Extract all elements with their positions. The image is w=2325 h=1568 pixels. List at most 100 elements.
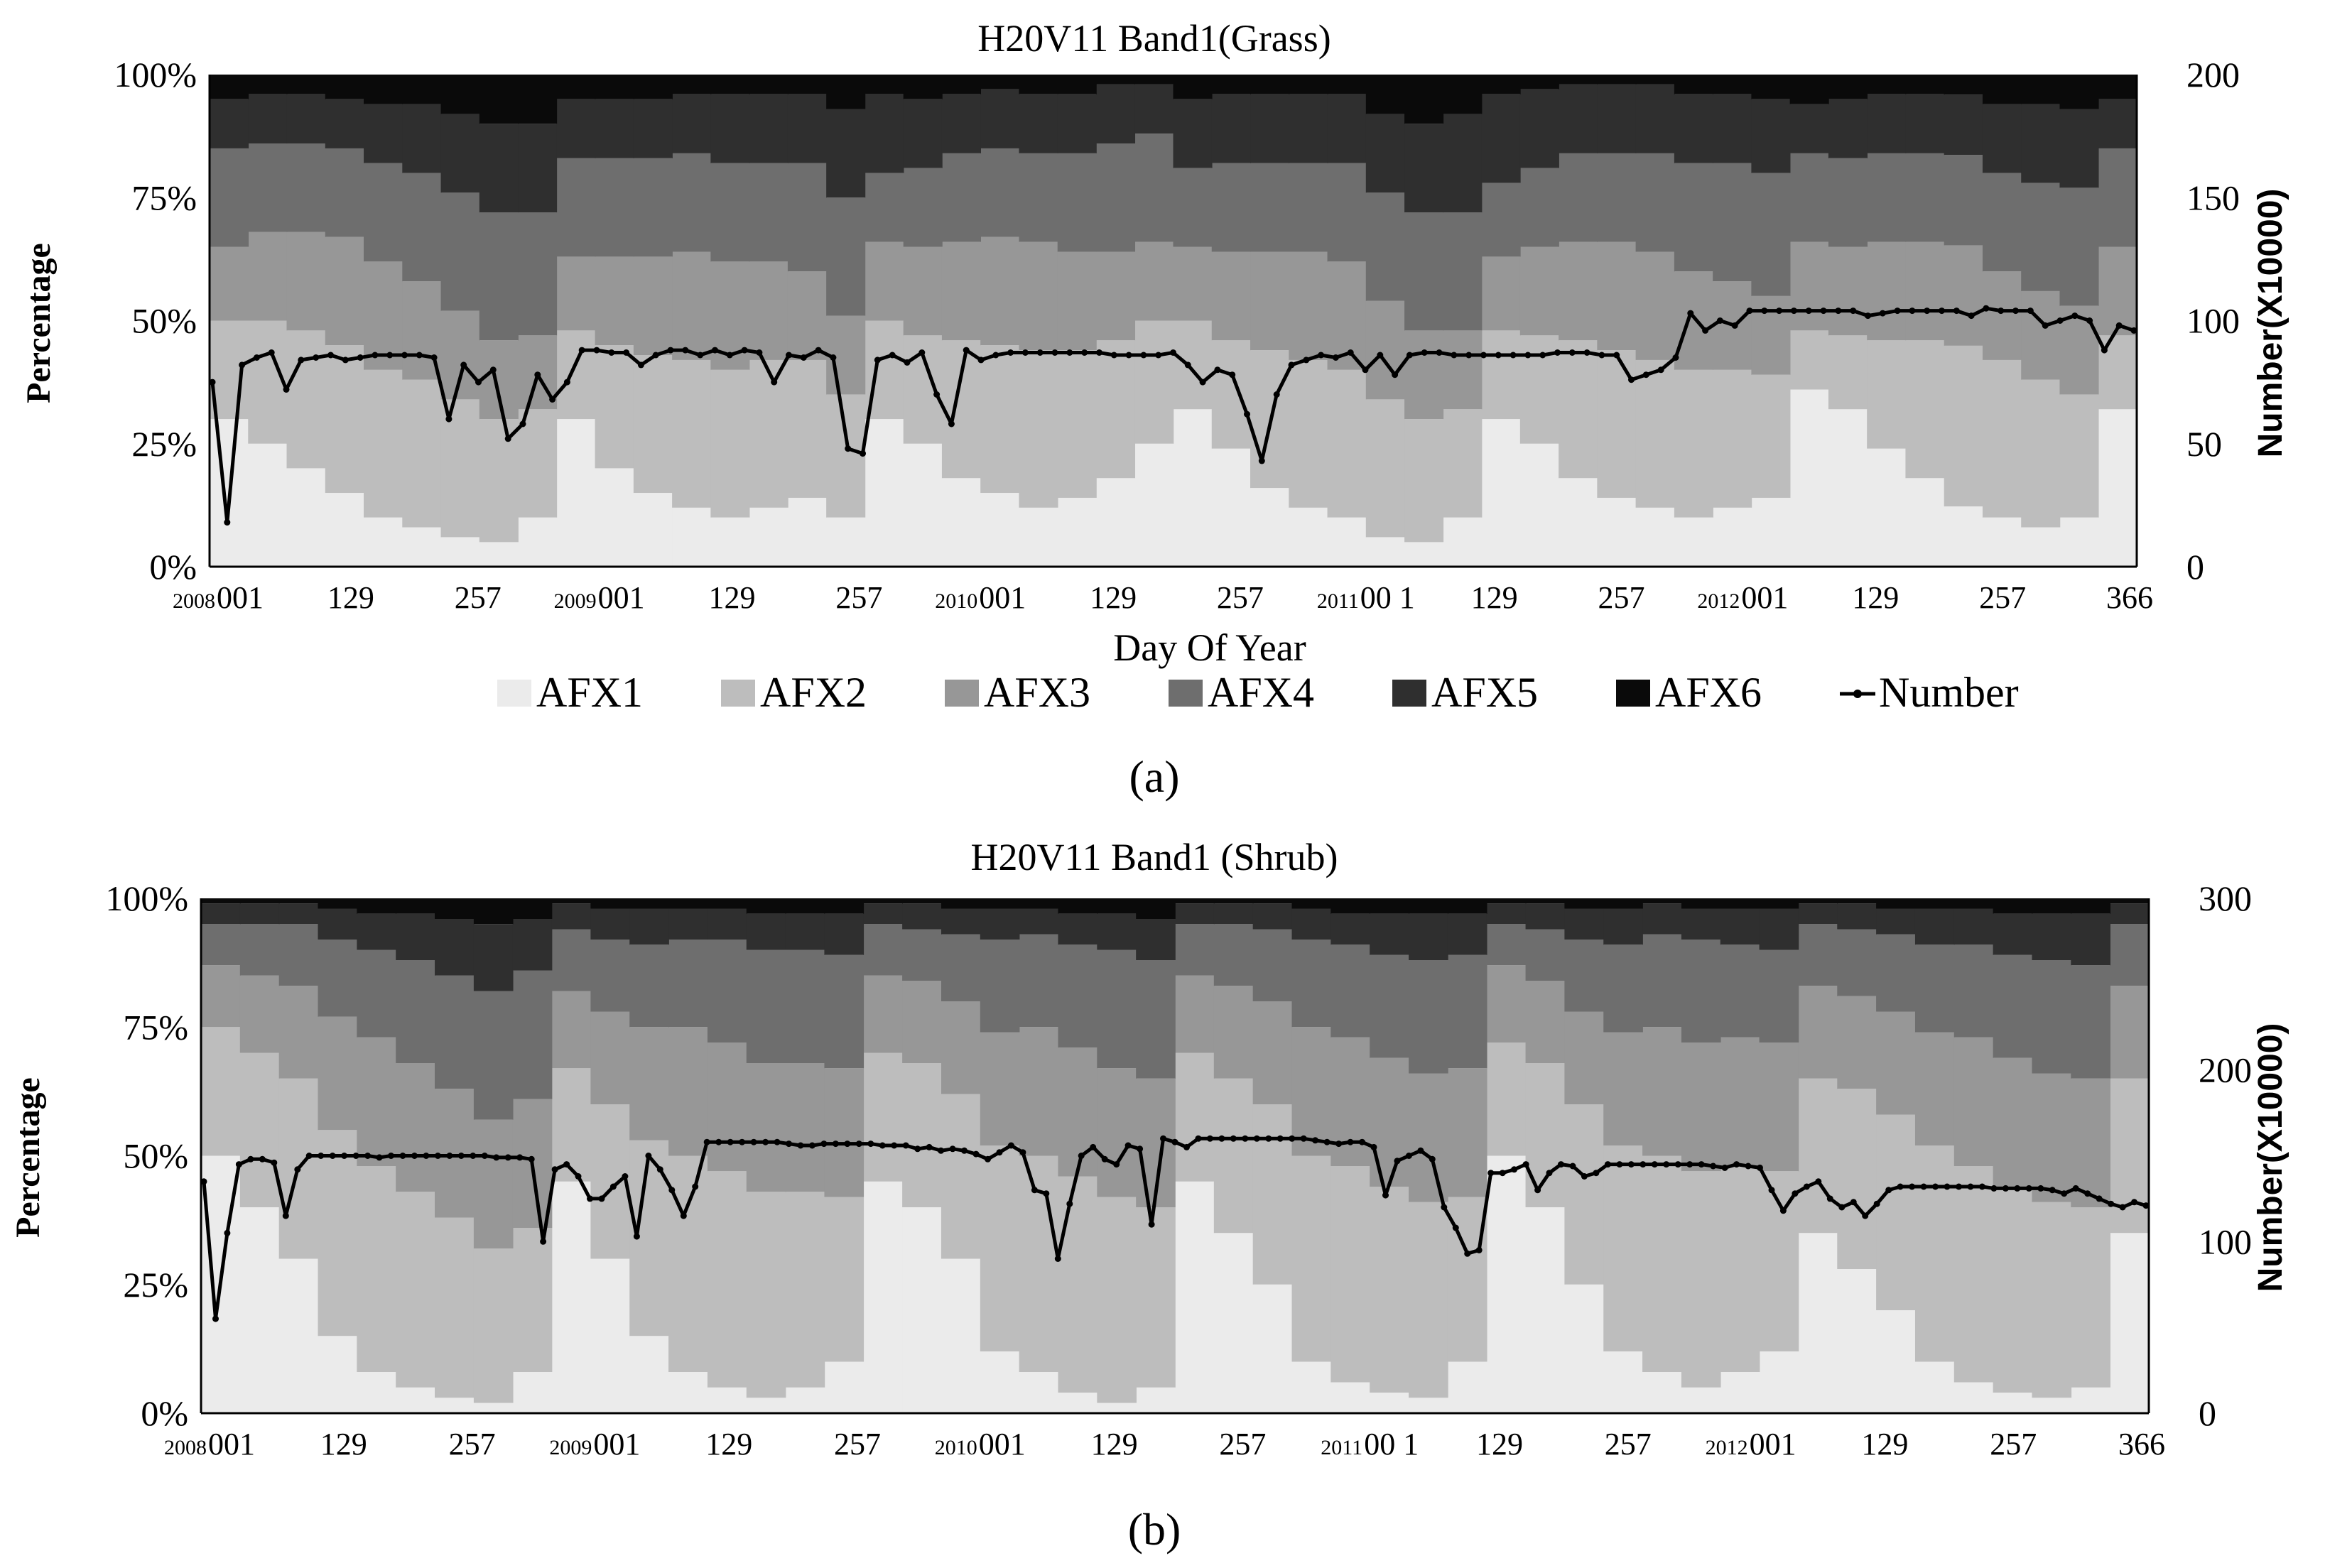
area-column [1867, 241, 1907, 341]
number-point [1214, 366, 1221, 374]
area-column [672, 359, 712, 508]
number-point [1792, 1190, 1799, 1197]
y2-tick-label: 300 [2199, 878, 2252, 918]
number-point [388, 1153, 394, 1159]
number-point [1036, 349, 1044, 356]
area-column [1404, 330, 1444, 420]
area-column [710, 75, 750, 94]
area-column [1211, 251, 1251, 341]
x-tick-label: 257 [455, 580, 502, 615]
x-tick: 129 [320, 1427, 367, 1461]
area-column [787, 359, 827, 498]
area-column [1876, 934, 1916, 1012]
area-column [2059, 394, 2099, 518]
number-point [2056, 317, 2064, 324]
area-column [1642, 1372, 1682, 1413]
number-point [1524, 352, 1532, 359]
number-point [879, 1142, 886, 1149]
x-tick-label: 257 [1217, 580, 1264, 615]
area-column [1365, 300, 1405, 400]
legend: AFX1 AFX2 AFX3 AFX4 AFX5 AFX6 Number [497, 669, 2019, 716]
x-tick: 257 [834, 1427, 881, 1461]
y-tick-label: 25% [123, 1265, 188, 1305]
y-tick-label: 75% [131, 178, 197, 217]
area-column [201, 898, 241, 904]
number-point [434, 1153, 441, 1159]
area-column [1953, 1037, 1994, 1166]
area-column [980, 908, 1020, 940]
area-column [556, 419, 596, 567]
number-point [1230, 1135, 1237, 1142]
number-point [645, 1153, 652, 1159]
x-tick: 257 [1990, 1427, 2037, 1461]
x-axis-ticks: 2008 001 129 257 2009 001 129 257 2010 001 129 257 2… [173, 580, 2153, 615]
area-column [1525, 929, 1566, 981]
number-point [800, 354, 807, 361]
number-point [1066, 349, 1073, 356]
area-column [440, 310, 480, 400]
area-column [248, 232, 288, 321]
x-tick-label: 129 [1861, 1427, 1908, 1461]
area-column [1443, 212, 1483, 331]
y-tick-label: 0% [141, 1393, 188, 1433]
number-point [2101, 347, 2108, 354]
area-column [826, 517, 866, 567]
number-point [1698, 1161, 1705, 1168]
number-point [1686, 1161, 1693, 1168]
area-column [707, 1042, 747, 1172]
area-column [1867, 94, 1907, 153]
y2-tick-label: 200 [2199, 1050, 2252, 1090]
number-point [1125, 352, 1132, 359]
area-column [1635, 507, 1675, 567]
number-point [1405, 1153, 1412, 1159]
area-column [1289, 75, 1328, 94]
area-column [749, 94, 788, 163]
number-point [1377, 352, 1384, 359]
area-column [941, 153, 981, 242]
x-axis-ticks: 2008 001 129 257 2009 001 129 257 2010 001 129 257 2… [164, 1427, 2165, 1461]
area-column [1674, 94, 1713, 163]
area-column [980, 236, 1020, 346]
area-column [590, 940, 631, 1012]
area-column [1635, 359, 1675, 508]
area-column [435, 1217, 475, 1398]
area-column [1953, 1382, 1994, 1413]
area-column [1905, 75, 1945, 94]
area-column [746, 913, 786, 950]
area-column [1674, 517, 1713, 567]
area-column [1173, 320, 1213, 410]
area-column [1828, 158, 1868, 247]
area-column [1447, 913, 1487, 955]
area-column [357, 949, 396, 1038]
area-column [1095, 340, 1136, 479]
area-column [239, 898, 280, 904]
x-tick-label: 257 [1990, 1427, 2037, 1461]
area-column [1759, 1351, 1799, 1413]
area-column [1173, 168, 1213, 247]
x-tick: 257 [1219, 1427, 1266, 1461]
legend-label: AFX6 [1655, 669, 1762, 716]
area-column [1914, 898, 1955, 909]
area-column [1681, 898, 1721, 909]
area-column [903, 246, 943, 336]
area-column [1134, 241, 1174, 321]
x-tick-label: 129 [705, 1427, 752, 1461]
area-column [865, 241, 904, 321]
area-column [2021, 75, 2061, 104]
x-tick-year: 2010 [935, 1436, 977, 1459]
area-column [278, 898, 319, 904]
number-point [756, 349, 763, 356]
number-point [1721, 1164, 1728, 1171]
area-column [707, 1387, 747, 1413]
area-series-afx4 [210, 134, 2137, 341]
area-column [1828, 99, 1868, 158]
y2-tick-label: 0 [2186, 547, 2204, 587]
area-column [1914, 1145, 1955, 1362]
area-column [402, 527, 442, 567]
area-column [512, 919, 553, 971]
area-column [1213, 1078, 1254, 1234]
x-tick-label: 257 [835, 580, 882, 615]
number-point [357, 354, 364, 361]
area-column [826, 197, 866, 316]
number-point [633, 1233, 640, 1240]
